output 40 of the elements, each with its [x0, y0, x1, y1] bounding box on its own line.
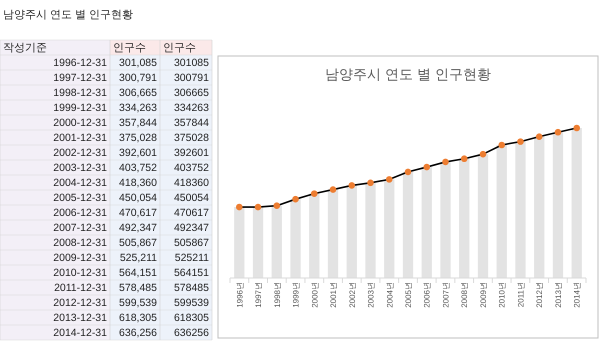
table: 남양주시 연도 별 인구현황 작성기준 인구수 인구수 1996-12-31 1997-12-31 1998-12-31 1999-12-31 2000-12-31 2001-12-31 2002-12-31 2003-12-31 2004-12-31 2005-12-31 2006-12-31 2007-12-31 2008-12-31 2009-12-31 2010-12-31 2011-12-31 2012-12-31 2013-12-31 2014-12-31 301,085 300,791 306,665 334,263 357,844 375,028 392,601 403,752 418,360 450,054 470,617 492,347 505,867 525,211 564,151 578,485 599,539 618,305 636,256 301085 300791 306665 334263 357844 375028 392601 403752 418360 450054 470617 492347 505867 525211 564151 578485 599539 618305 636256 [0, 9, 212, 340]
x-tick-label: 2011년 [516, 282, 526, 308]
point [480, 150, 486, 158]
x-tick-label: 1996년 [235, 282, 244, 308]
point [254, 204, 262, 210]
x-tick-label: 2003년 [366, 282, 376, 308]
point [367, 180, 374, 186]
x-tick-label: 2005년 [404, 282, 413, 308]
point [536, 133, 543, 140]
point [573, 124, 580, 132]
point [460, 155, 468, 162]
point [442, 158, 449, 166]
x-tick-label: 2000년 [310, 282, 320, 308]
point [386, 176, 393, 183]
x-tick-label: 2007년 [441, 282, 450, 308]
point [330, 186, 336, 193]
x-tick-label: 2014년 [572, 282, 582, 308]
x-tick-label: 1997년 [254, 282, 264, 308]
x-tick-label: 2006년 [422, 282, 432, 308]
x-tick-label: 2010년 [498, 282, 507, 308]
point [273, 202, 280, 209]
point [236, 204, 243, 210]
x-tick-label: 2001년 [329, 282, 338, 308]
point [348, 182, 356, 189]
point [310, 190, 318, 197]
point [423, 164, 430, 170]
point [292, 196, 299, 202]
x-tick-label: 2002년 [348, 282, 357, 308]
x-tick-label: 1998년 [272, 282, 282, 308]
x-tick-label: 2013년 [554, 282, 563, 308]
point [554, 128, 562, 136]
x-tick-label: 2009년 [478, 282, 488, 308]
point [498, 142, 506, 148]
point [517, 138, 524, 145]
point [404, 168, 412, 176]
x-tick-label: 1999년 [292, 282, 301, 308]
x-tick-label: 2004년 [385, 282, 394, 308]
x-tick-label: 2008년 [460, 282, 470, 308]
x-tick-label: 2012년 [535, 282, 544, 308]
chart-title: 남양주시 연도 별 인구현황 [325, 66, 491, 82]
